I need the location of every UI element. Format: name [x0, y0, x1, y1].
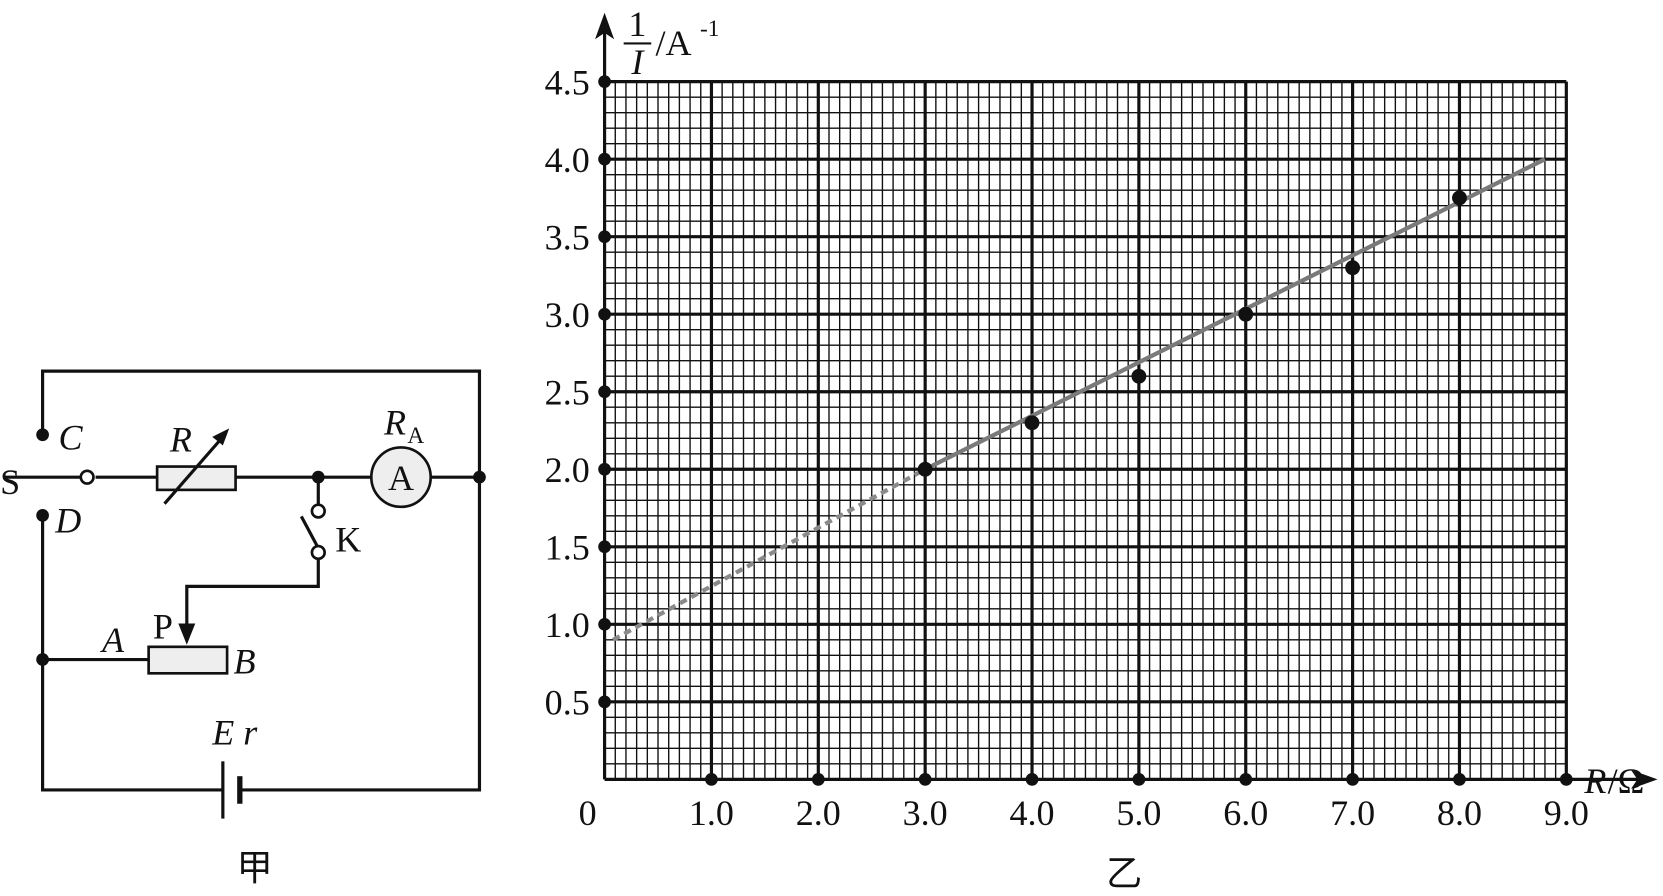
ammeter	[369, 446, 433, 509]
y-tick-label: 2.0	[545, 450, 590, 490]
junction	[311, 470, 325, 484]
data-point	[1452, 190, 1467, 206]
y-tick-label: 2.5	[545, 372, 590, 412]
y-tick-label: 1.0	[545, 605, 590, 645]
x-axis-arrow	[1631, 769, 1658, 789]
x-tick-label: 2.0	[796, 793, 841, 833]
switch-pivot	[79, 469, 95, 485]
junction	[36, 653, 49, 666]
x-tick-label: 4.0	[1009, 793, 1054, 833]
junction	[36, 508, 49, 522]
y-label: I	[630, 42, 645, 82]
y-tick-label: 4.5	[545, 62, 590, 102]
caption: 甲	[237, 848, 273, 888]
slide-rheostat	[147, 645, 229, 675]
label: S	[0, 462, 20, 502]
data-point	[1131, 368, 1147, 384]
wire	[41, 369, 482, 792]
y-tick-label: 0.5	[545, 683, 590, 723]
x-tick-label: 3.0	[903, 793, 948, 833]
y-axis-arrow	[595, 12, 615, 40]
resistor-arrow	[163, 435, 225, 505]
label: C	[59, 418, 84, 458]
label: P	[153, 606, 173, 646]
label: A	[407, 423, 424, 449]
x-tick-label: 7.0	[1330, 793, 1375, 833]
x-tick-label: 9.0	[1544, 793, 1589, 833]
key-terminal	[310, 544, 326, 561]
caption: 乙	[1106, 853, 1142, 893]
circuit: S C D R R A A K P A B E r 甲	[0, 369, 486, 888]
x-tick-label: 5.0	[1116, 793, 1161, 833]
resistor-arrowhead	[212, 428, 230, 446]
y-tick-label: 3.5	[545, 217, 590, 257]
label: E r	[211, 712, 258, 752]
label: A	[388, 458, 414, 498]
data-point	[1238, 306, 1254, 322]
label: D	[54, 500, 81, 540]
resistor-box	[155, 465, 237, 492]
y-label: 1	[628, 4, 646, 44]
y-label: -1	[700, 16, 719, 42]
fit-line	[612, 467, 927, 642]
label: R	[169, 420, 192, 460]
data-point	[1024, 415, 1040, 431]
data-point	[917, 461, 933, 477]
y-tick-label: 3.0	[545, 295, 590, 335]
x-tick-label: 0	[579, 793, 597, 833]
label: A	[100, 620, 125, 660]
x-label: R	[1583, 761, 1606, 801]
slider-arrow	[178, 623, 196, 645]
x-tick-label: 8.0	[1437, 793, 1482, 833]
y-tick-label: 4.0	[545, 140, 590, 180]
label: R	[383, 403, 406, 443]
key-terminal	[310, 503, 326, 519]
junction	[36, 428, 49, 442]
label: B	[233, 641, 255, 681]
y-tick-label: 1.5	[545, 528, 590, 568]
y-label: /A	[655, 23, 691, 63]
data-point	[1345, 260, 1361, 276]
junction	[473, 470, 486, 484]
x-tick-label: 1.0	[689, 793, 734, 833]
key-blade	[299, 515, 319, 547]
wire	[185, 477, 320, 631]
label: K	[335, 519, 361, 559]
x-tick-label: 6.0	[1223, 793, 1268, 833]
